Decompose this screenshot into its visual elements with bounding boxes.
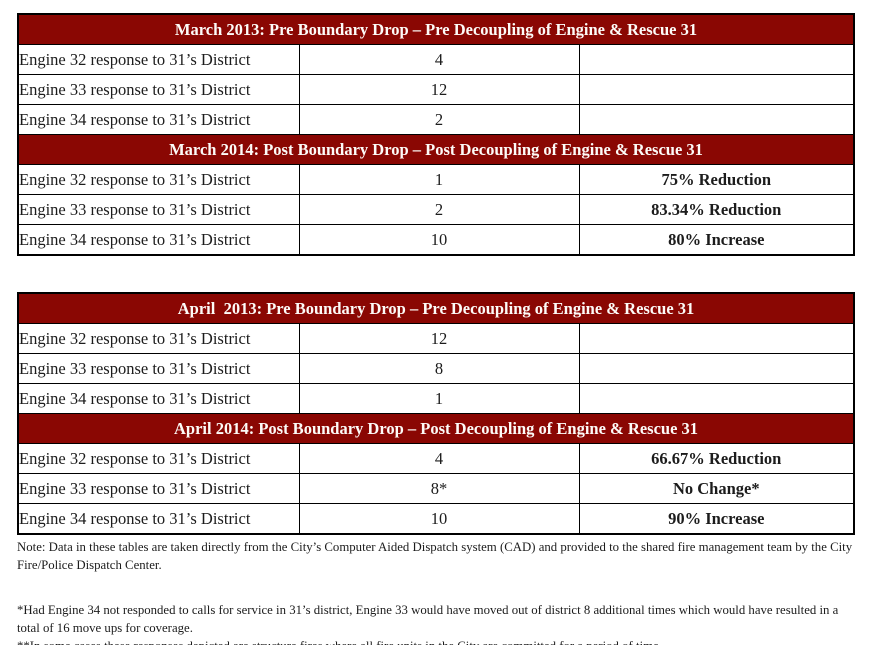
march-response-table: March 2013: Pre Boundary Drop – Pre Deco… <box>17 13 856 256</box>
change-percentage: 80% Increase <box>578 224 855 256</box>
change-percentage <box>578 44 855 75</box>
change-percentage: 66.67% Reduction <box>578 443 855 474</box>
table-row: Engine 33 response to 31’s District 2 83… <box>17 194 855 225</box>
table-row: Engine 33 response to 31’s District 12 <box>17 74 855 105</box>
change-percentage: No Change* <box>578 473 855 504</box>
march-2013-header: March 2013: Pre Boundary Drop – Pre Deco… <box>17 13 855 45</box>
engine-row-label: Engine 32 response to 31’s District <box>17 443 300 474</box>
engine-row-label: Engine 34 response to 31’s District <box>17 104 300 135</box>
response-count: 1 <box>298 383 580 414</box>
change-percentage: 90% Increase <box>578 503 855 535</box>
table-row: Engine 32 response to 31’s District 4 <box>17 44 855 75</box>
change-percentage <box>578 323 855 354</box>
response-count: 8* <box>298 473 580 504</box>
response-count: 12 <box>298 323 580 354</box>
engine-row-label: Engine 33 response to 31’s District <box>17 74 300 105</box>
change-percentage: 83.34% Reduction <box>578 194 855 225</box>
response-count: 4 <box>298 443 580 474</box>
table-row: Engine 32 response to 31’s District 4 66… <box>17 443 855 474</box>
table-section-header-row: April 2013: Pre Boundary Drop – Pre Deco… <box>17 292 855 324</box>
cad-source-note: Note: Data in these tables are taken dir… <box>17 540 853 572</box>
table-section-header-row: April 2014: Post Boundary Drop – Post De… <box>17 413 855 444</box>
response-count: 10 <box>298 224 580 256</box>
table-row: Engine 32 response to 31’s District 1 75… <box>17 164 855 195</box>
table-row: Engine 34 response to 31’s District 1 <box>17 383 855 414</box>
engine-34-footnote: *Had Engine 34 not responded to calls fo… <box>17 603 839 635</box>
engine-row-label: Engine 32 response to 31’s District <box>17 323 300 354</box>
table-row: Engine 34 response to 31’s District 10 9… <box>17 503 855 535</box>
engine-row-label: Engine 32 response to 31’s District <box>17 44 300 75</box>
change-percentage <box>578 104 855 135</box>
engine-row-label: Engine 34 response to 31’s District <box>17 503 300 535</box>
document-content: March 2013: Pre Boundary Drop – Pre Deco… <box>17 13 856 645</box>
table-section-header-row: March 2014: Post Boundary Drop – Post De… <box>17 134 855 165</box>
engine-row-label: Engine 34 response to 31’s District <box>17 224 300 256</box>
table-row: Engine 33 response to 31’s District 8 <box>17 353 855 384</box>
engine-row-label: Engine 33 response to 31’s District <box>17 194 300 225</box>
response-count: 2 <box>298 104 580 135</box>
response-count: 10 <box>298 503 580 535</box>
response-count: 12 <box>298 74 580 105</box>
table-section-header-row: March 2013: Pre Boundary Drop – Pre Deco… <box>17 13 855 45</box>
change-percentage: 75% Reduction <box>578 164 855 195</box>
response-count: 1 <box>298 164 580 195</box>
footnotes-block: Note: Data in these tables are taken dir… <box>17 538 863 645</box>
change-percentage <box>578 353 855 384</box>
engine-row-label: Engine 33 response to 31’s District <box>17 353 300 384</box>
engine-row-label: Engine 33 response to 31’s District <box>17 473 300 504</box>
engine-row-label: Engine 32 response to 31’s District <box>17 164 300 195</box>
april-2014-header: April 2014: Post Boundary Drop – Post De… <box>17 413 855 444</box>
change-percentage <box>578 383 855 414</box>
engine-row-label: Engine 34 response to 31’s District <box>17 383 300 414</box>
table-row: Engine 32 response to 31’s District 12 <box>17 323 855 354</box>
april-response-table: April 2013: Pre Boundary Drop – Pre Deco… <box>17 292 856 535</box>
table-row: Engine 34 response to 31’s District 2 <box>17 104 855 135</box>
change-percentage <box>578 74 855 105</box>
response-count: 4 <box>298 44 580 75</box>
table-row: Engine 34 response to 31’s District 10 8… <box>17 224 855 256</box>
response-count: 2 <box>298 194 580 225</box>
march-2014-header: March 2014: Post Boundary Drop – Post De… <box>17 134 855 165</box>
table-row: Engine 33 response to 31’s District 8* N… <box>17 473 855 504</box>
structure-fire-footnote: **In some cases these responses depicted… <box>17 637 863 645</box>
april-2013-header: April 2013: Pre Boundary Drop – Pre Deco… <box>17 292 855 324</box>
response-count: 8 <box>298 353 580 384</box>
